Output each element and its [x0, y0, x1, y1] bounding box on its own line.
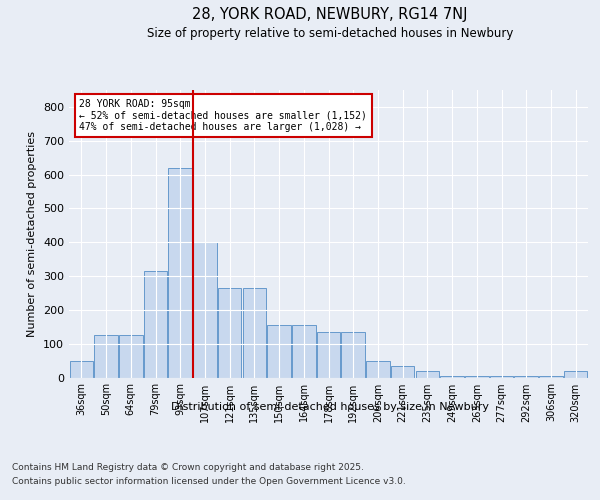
- Bar: [70, 360, 93, 378]
- Bar: [218, 288, 241, 378]
- Bar: [490, 376, 513, 378]
- Bar: [144, 271, 167, 378]
- Bar: [242, 288, 266, 378]
- Bar: [514, 376, 538, 378]
- Text: Contains public sector information licensed under the Open Government Licence v3: Contains public sector information licen…: [12, 478, 406, 486]
- Text: 28 YORK ROAD: 95sqm
← 52% of semi-detached houses are smaller (1,152)
47% of sem: 28 YORK ROAD: 95sqm ← 52% of semi-detach…: [79, 98, 367, 132]
- Bar: [539, 376, 563, 378]
- Bar: [416, 370, 439, 378]
- Bar: [94, 335, 118, 378]
- Bar: [440, 376, 464, 378]
- Bar: [341, 332, 365, 378]
- Bar: [292, 325, 316, 378]
- Bar: [268, 325, 291, 378]
- Bar: [391, 366, 415, 378]
- Text: Distribution of semi-detached houses by size in Newbury: Distribution of semi-detached houses by …: [171, 402, 489, 412]
- Y-axis label: Number of semi-detached properties: Number of semi-detached properties: [28, 130, 37, 337]
- Bar: [317, 332, 340, 378]
- Bar: [366, 360, 389, 378]
- Bar: [169, 168, 192, 378]
- Text: Contains HM Land Registry data © Crown copyright and database right 2025.: Contains HM Land Registry data © Crown c…: [12, 462, 364, 471]
- Bar: [465, 376, 488, 378]
- Bar: [119, 335, 143, 378]
- Bar: [564, 370, 587, 378]
- Bar: [193, 242, 217, 378]
- Text: Size of property relative to semi-detached houses in Newbury: Size of property relative to semi-detach…: [147, 28, 513, 40]
- Text: 28, YORK ROAD, NEWBURY, RG14 7NJ: 28, YORK ROAD, NEWBURY, RG14 7NJ: [192, 8, 468, 22]
